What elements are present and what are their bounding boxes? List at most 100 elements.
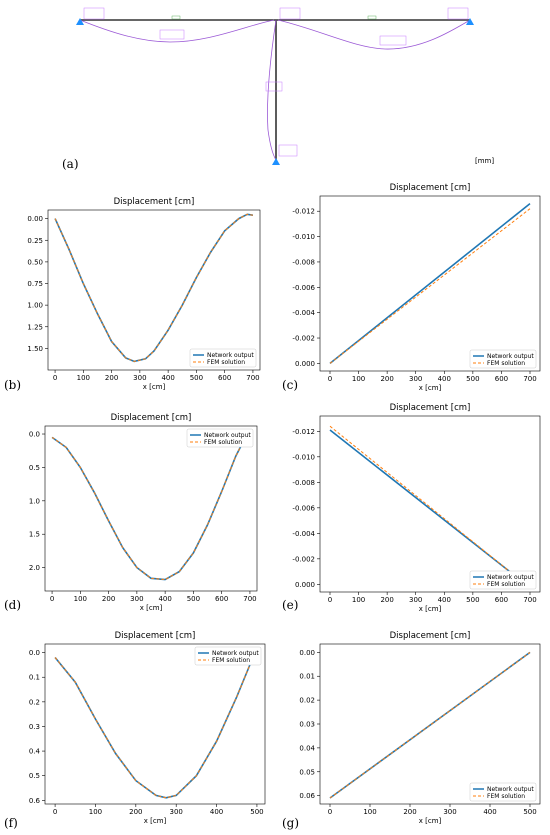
legend-entry: Network output [487, 353, 534, 360]
plot-frame [319, 195, 541, 372]
panel-c: Displacement [cm] 0 100 200 300 400 500 600 700 -… [275, 180, 550, 392]
column-annotation [265, 81, 283, 92]
x-tick-label: 200 [102, 595, 115, 603]
x-tick-label: 300 [130, 595, 143, 603]
series-fem-solution-line [51, 433, 248, 581]
plot-frame [44, 425, 258, 592]
x-tick-label: 500 [187, 595, 200, 603]
y-tick-label: -0.008 [292, 258, 315, 266]
legend-entry: Network output [212, 650, 259, 657]
y-tick-label: 0.06 [299, 792, 315, 800]
frame-deformation-diagram [76, 7, 474, 165]
plot-frame [47, 209, 261, 371]
legend-entry: Network output [487, 574, 534, 581]
x-tick-label: 300 [443, 808, 456, 816]
plot-frame [319, 415, 541, 593]
x-axis-label: x [cm] [419, 817, 442, 825]
legend-box [186, 428, 254, 448]
x-tick-label: 0 [53, 374, 57, 382]
x-tick-label: 0 [53, 808, 57, 816]
deformed-shape-right [277, 19, 471, 50]
plot-frame [319, 643, 541, 805]
series-network-output-line [54, 213, 254, 363]
y-tick-label: 2.0 [29, 564, 40, 572]
y-tick-label: 0.03 [299, 721, 315, 729]
y-tick-label: -0.004 [292, 309, 315, 317]
series-fem-solution-line [54, 657, 254, 799]
x-axis-label: x [cm] [419, 605, 442, 613]
y-tick-label: -0.012 [292, 428, 315, 436]
x-tick-label: 300 [133, 374, 146, 382]
panel-f: Displacement [cm] 0 100 200 300 400 500 0.0 0.1 0… [0, 620, 275, 830]
panel-label-f: (f) [4, 816, 18, 830]
y-tick-label: 0.0 [29, 431, 40, 439]
y-tick-label: 0.2 [29, 698, 40, 706]
panel-label-c: (c) [282, 378, 299, 392]
y-tick-label: -0.004 [292, 530, 315, 538]
panel-g: Displacement [cm] 0 100 200 300 400 500 0.00 0.0… [275, 620, 550, 830]
y-tick-label: -0.002 [292, 335, 315, 343]
x-tick-label: 200 [380, 596, 393, 604]
x-tick-label: 200 [403, 808, 416, 816]
chart-title: Displacement [cm] [114, 197, 195, 207]
x-tick-label: 500 [523, 808, 536, 816]
y-tick-label: 1.25 [27, 323, 43, 331]
y-tick-label: -0.006 [292, 284, 315, 292]
y-tick-label: 0.3 [29, 723, 40, 731]
x-tick-label: 0 [328, 808, 332, 816]
x-tick-label: 700 [246, 374, 259, 382]
legend-box [189, 348, 257, 368]
support-bottom-icon [272, 158, 280, 165]
panel-label-e: (e) [282, 598, 299, 612]
series-network-output-line [329, 202, 531, 365]
y-tick-label: 0.0 [29, 649, 40, 657]
unit-label: [mm] [475, 157, 495, 165]
legend-box [469, 782, 537, 802]
x-tick-label: 400 [438, 375, 451, 383]
legend-box [194, 646, 262, 666]
support-right-icon [466, 18, 474, 25]
y-tick-label: 0.4 [29, 748, 41, 756]
x-tick-label: 500 [190, 374, 203, 382]
legend-box [469, 570, 537, 590]
x-tick-label: 500 [250, 808, 263, 816]
chart-title: Displacement [cm] [390, 403, 471, 413]
x-tick-label: 600 [495, 596, 508, 604]
x-tick-label: 100 [352, 596, 365, 604]
panel-d: Displacement [cm] 0 100 200 300 400 500 600 700 0… [0, 400, 275, 612]
x-tick-label: 400 [210, 808, 223, 816]
y-tick-label: 1.5 [29, 531, 40, 539]
y-tick-label: 0.5 [29, 772, 40, 780]
x-tick-label: 100 [89, 808, 102, 816]
y-tick-label: 0.00 [299, 649, 315, 657]
y-tick-label: 0.50 [27, 258, 43, 266]
panel-label-d: (d) [4, 598, 22, 612]
plot-frame [44, 643, 266, 805]
load-marker-right [367, 15, 377, 20]
x-tick-label: 600 [218, 374, 231, 382]
x-tick-label: 100 [363, 808, 376, 816]
panel-e: Displacement [cm] 0 100 200 300 400 500 600 700 -… [275, 400, 550, 613]
y-tick-label: -0.010 [292, 453, 315, 461]
y-tick-label: 0.5 [29, 464, 40, 472]
x-tick-label: 100 [352, 375, 365, 383]
y-tick-label: 0.04 [299, 744, 315, 752]
node-annotation-left [83, 7, 105, 20]
y-tick-label: -0.006 [292, 504, 315, 512]
legend-entry: FEM solution [212, 657, 250, 664]
x-tick-label: 100 [74, 595, 87, 603]
legend-entry: Network output [207, 352, 254, 359]
x-tick-label: 300 [409, 596, 422, 604]
legend-entry: FEM solution [204, 439, 242, 446]
x-tick-label: 300 [409, 375, 422, 383]
x-tick-label: 500 [466, 596, 479, 604]
x-tick-label: 200 [380, 375, 393, 383]
y-tick-label: 0.01 [299, 673, 315, 681]
panel-label-a: (a) [62, 157, 79, 171]
panel-label-b: (b) [4, 378, 22, 392]
chart-b: Displacement [cm] 0 100 200 300 400 500 600 700 0… [27, 197, 261, 391]
load-marker-left [171, 15, 181, 20]
panel-label-g: (g) [282, 816, 300, 830]
legend-entry: FEM solution [207, 359, 245, 366]
beam-annotation-left [159, 29, 185, 40]
